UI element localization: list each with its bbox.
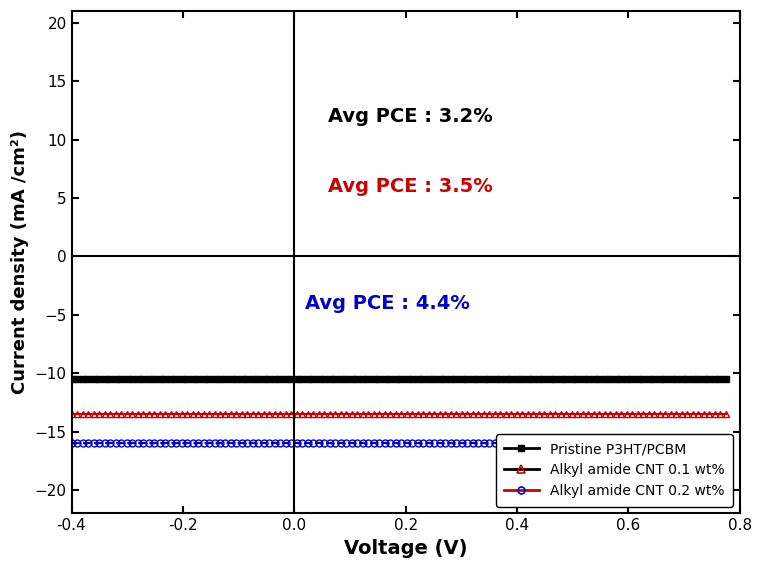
Text: Avg PCE : 3.5%: Avg PCE : 3.5% xyxy=(328,177,492,196)
X-axis label: Voltage (V): Voltage (V) xyxy=(344,539,468,558)
Y-axis label: Current density (mA /cm²): Current density (mA /cm²) xyxy=(11,130,29,394)
Text: Avg PCE : 3.2%: Avg PCE : 3.2% xyxy=(328,107,492,126)
Legend: Pristine P3HT/PCBM, Alkyl amide CNT 0.1 wt%, Alkyl amide CNT 0.2 wt%: Pristine P3HT/PCBM, Alkyl amide CNT 0.1 … xyxy=(496,434,733,506)
Text: Avg PCE : 4.4%: Avg PCE : 4.4% xyxy=(305,294,470,313)
